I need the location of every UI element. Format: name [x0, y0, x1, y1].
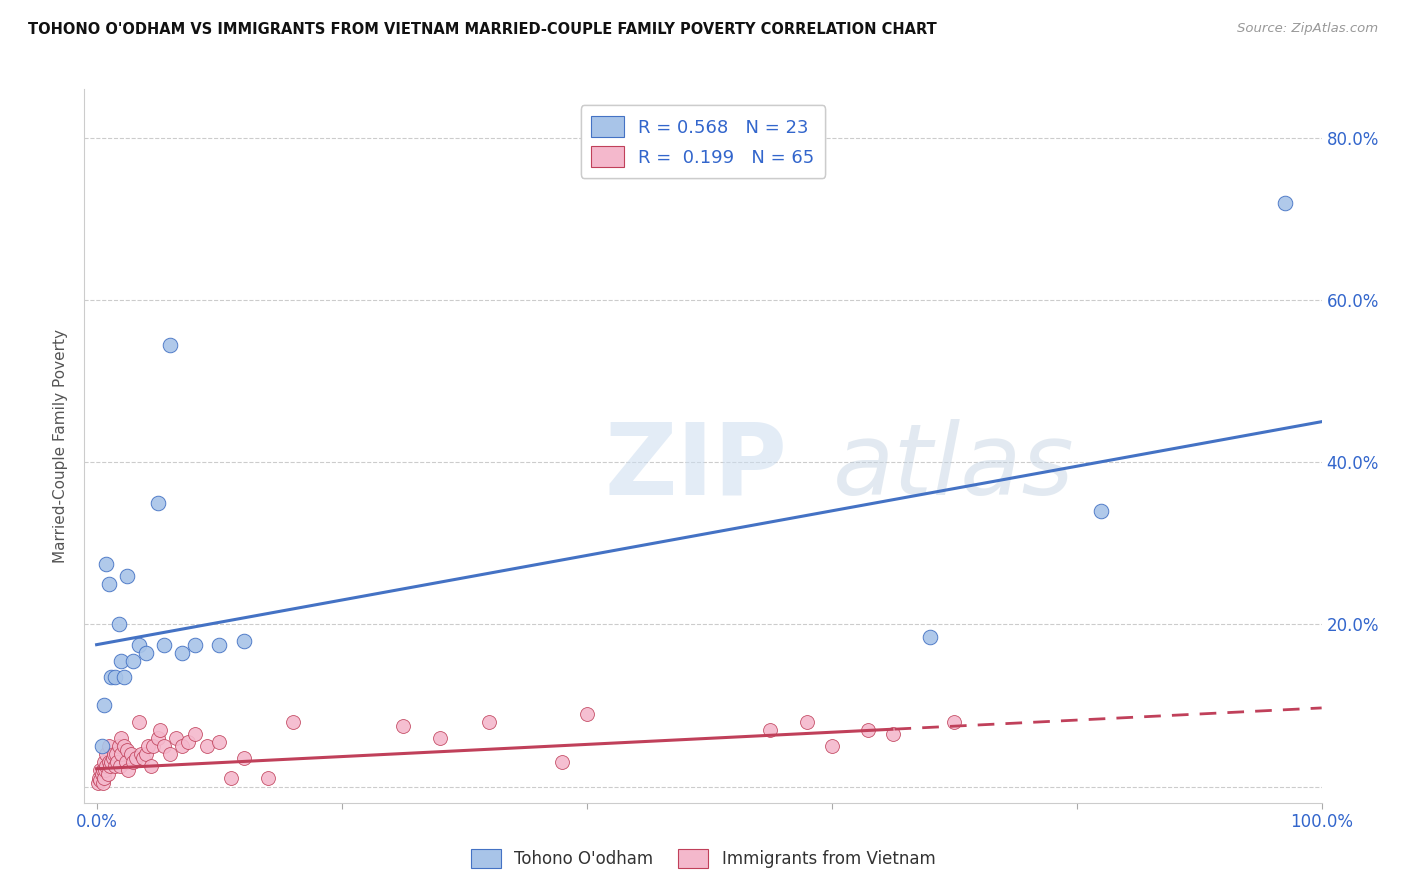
Point	[112, 739, 135, 753]
Point	[115, 756, 138, 770]
Text: ZIP: ZIP	[605, 419, 787, 516]
Point	[149, 723, 172, 737]
Point	[96, 557, 118, 571]
Point	[172, 739, 194, 753]
Point	[103, 747, 125, 761]
Y-axis label: Married-Couple Family Poverty: Married-Couple Family Poverty	[53, 329, 69, 563]
Point	[128, 638, 150, 652]
Point	[392, 719, 415, 733]
Point	[195, 739, 218, 753]
Point	[122, 654, 145, 668]
Point	[97, 739, 120, 753]
Point	[107, 617, 129, 632]
Point	[139, 759, 162, 773]
Point	[96, 759, 118, 773]
Point	[281, 714, 304, 729]
Point	[943, 714, 966, 729]
Point	[208, 638, 231, 652]
Point	[122, 756, 145, 770]
Point	[110, 654, 132, 668]
Point	[882, 727, 904, 741]
Point	[89, 764, 111, 778]
Legend: R = 0.568   N = 23, R =  0.199   N = 65: R = 0.568 N = 23, R = 0.199 N = 65	[581, 105, 825, 178]
Point	[551, 756, 574, 770]
Point	[98, 759, 121, 773]
Point	[575, 706, 598, 721]
Point	[90, 739, 112, 753]
Point	[110, 747, 132, 761]
Point	[108, 759, 131, 773]
Point	[120, 747, 142, 761]
Point	[478, 714, 501, 729]
Point	[93, 772, 115, 786]
Point	[91, 775, 114, 789]
Point	[91, 764, 114, 778]
Point	[104, 759, 127, 773]
Point	[115, 743, 138, 757]
Point	[125, 751, 148, 765]
Text: Source: ZipAtlas.com: Source: ZipAtlas.com	[1237, 22, 1378, 36]
Point	[159, 747, 181, 761]
Point	[153, 638, 176, 652]
Point	[100, 670, 122, 684]
Point	[104, 670, 127, 684]
Point	[94, 764, 117, 778]
Point	[129, 747, 152, 761]
Point	[97, 577, 120, 591]
Point	[146, 496, 169, 510]
Point	[1090, 504, 1112, 518]
Point	[112, 670, 135, 684]
Point	[97, 767, 120, 781]
Point	[257, 772, 280, 786]
Point	[115, 568, 138, 582]
Point	[107, 756, 129, 770]
Point	[796, 714, 818, 729]
Point	[128, 714, 150, 729]
Text: atlas: atlas	[832, 419, 1074, 516]
Point	[820, 739, 842, 753]
Point	[208, 735, 231, 749]
Point	[759, 723, 782, 737]
Point	[146, 731, 169, 745]
Point	[101, 751, 124, 765]
Point	[153, 739, 176, 753]
Point	[105, 747, 128, 761]
Point	[96, 747, 118, 761]
Point	[183, 727, 205, 741]
Legend: Tohono O'odham, Immigrants from Vietnam: Tohono O'odham, Immigrants from Vietnam	[464, 842, 942, 875]
Point	[858, 723, 880, 737]
Point	[87, 775, 110, 789]
Point	[110, 731, 132, 745]
Point	[90, 767, 112, 781]
Point	[221, 772, 243, 786]
Point	[93, 698, 115, 713]
Point	[135, 747, 157, 761]
Point	[159, 337, 181, 351]
Point	[918, 630, 941, 644]
Point	[100, 756, 122, 770]
Point	[1274, 195, 1296, 210]
Point	[97, 756, 120, 770]
Text: TOHONO O'ODHAM VS IMMIGRANTS FROM VIETNAM MARRIED-COUPLE FAMILY POVERTY CORRELAT: TOHONO O'ODHAM VS IMMIGRANTS FROM VIETNA…	[28, 22, 936, 37]
Point	[87, 772, 110, 786]
Point	[177, 735, 200, 749]
Point	[165, 731, 187, 745]
Point	[107, 739, 129, 753]
Point	[142, 739, 165, 753]
Point	[429, 731, 451, 745]
Point	[136, 739, 159, 753]
Point	[89, 773, 111, 788]
Point	[232, 633, 254, 648]
Point	[172, 646, 194, 660]
Point	[93, 756, 115, 770]
Point	[232, 751, 254, 765]
Point	[183, 638, 205, 652]
Point	[135, 646, 157, 660]
Point	[132, 751, 155, 765]
Point	[117, 764, 139, 778]
